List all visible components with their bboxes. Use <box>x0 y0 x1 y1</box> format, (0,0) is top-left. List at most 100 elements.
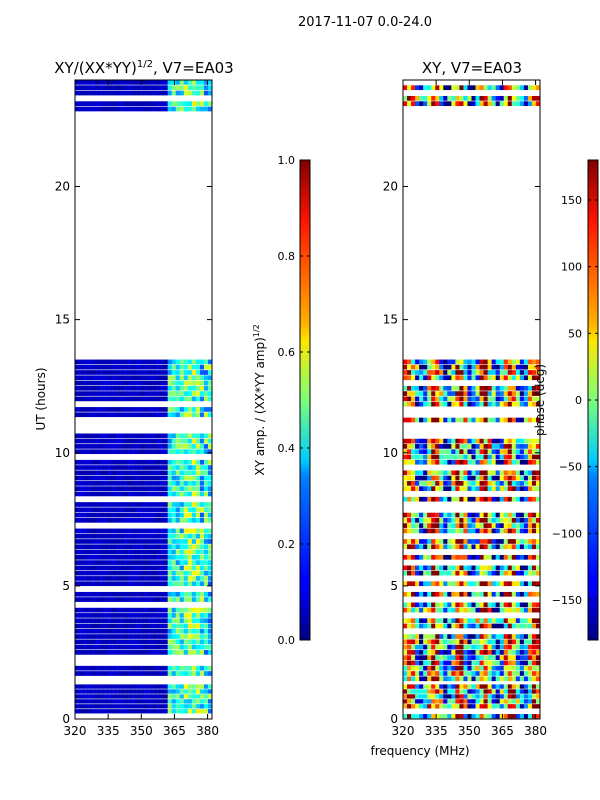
heatmap-cell <box>103 85 108 91</box>
heatmap-cell <box>179 570 185 576</box>
heatmap-cell <box>191 90 197 96</box>
heatmap-cell <box>87 597 92 602</box>
heatmap-cell <box>75 391 80 396</box>
heatmap-cell <box>523 396 529 402</box>
heatmap-cell <box>527 650 533 655</box>
heatmap-cell <box>151 481 156 486</box>
heatmap-cell <box>127 560 132 565</box>
heatmap-cell <box>87 518 92 523</box>
phase-plot-frame <box>402 79 541 720</box>
heatmap-cell <box>199 512 205 518</box>
heatmap-cell <box>111 470 116 476</box>
heatmap-cell <box>411 85 416 91</box>
heatmap-cell <box>171 623 177 629</box>
heatmap-cell <box>111 689 116 694</box>
heatmap-cell <box>467 644 472 650</box>
heatmap-cell <box>147 704 152 709</box>
heatmap-cell <box>123 491 128 497</box>
heatmap-cell <box>195 528 201 534</box>
heatmap-cell <box>187 581 193 587</box>
heatmap-cell <box>463 375 468 381</box>
heatmap-cell <box>123 80 128 85</box>
heatmap-cell <box>95 539 100 544</box>
heatmap-cell <box>183 634 189 639</box>
heatmap-cell <box>175 671 181 676</box>
y-tick-label: 20 <box>55 180 70 194</box>
heatmap-cell <box>207 385 213 391</box>
heatmap-cell <box>75 507 80 513</box>
heatmap-cell <box>531 459 537 465</box>
heatmap-cell <box>515 417 521 423</box>
heatmap-cell <box>147 613 152 618</box>
heatmap-cell <box>183 591 189 597</box>
heatmap-cell <box>511 459 517 465</box>
heatmap-cell <box>459 665 464 671</box>
heatmap-cell <box>451 618 456 624</box>
heatmap-cell <box>95 412 100 418</box>
heatmap-cell <box>427 676 432 682</box>
heatmap-cell <box>535 689 541 694</box>
heatmap-cell <box>535 544 541 550</box>
heatmap-cell <box>511 528 517 534</box>
heatmap-cell <box>187 618 193 624</box>
heatmap-cell <box>171 650 177 655</box>
heatmap-cell <box>179 465 185 470</box>
heatmap-cell <box>403 364 408 370</box>
heatmap-cell <box>499 591 505 597</box>
heatmap-cell <box>139 539 144 544</box>
heatmap-cell <box>523 85 529 91</box>
heatmap-cell <box>207 449 213 455</box>
heatmap-cell <box>459 618 464 624</box>
heatmap-cell <box>191 375 197 381</box>
heatmap-cell <box>495 565 501 571</box>
heatmap-cell <box>147 570 152 576</box>
heatmap-cell <box>91 699 96 704</box>
heatmap-cell <box>183 528 189 534</box>
heatmap-cell <box>503 655 509 660</box>
heatmap-cell <box>403 95 408 101</box>
heatmap-cell <box>87 470 92 476</box>
heatmap-cell <box>531 634 537 639</box>
heatmap-cell <box>535 391 541 396</box>
heatmap-cell <box>183 689 189 694</box>
heatmap-cell <box>511 370 517 375</box>
heatmap-cell <box>495 85 501 91</box>
heatmap-cell <box>419 660 424 666</box>
heatmap-cell <box>159 101 165 107</box>
heatmap-cell <box>199 544 205 550</box>
heatmap-cell <box>159 433 165 439</box>
heatmap-cell <box>519 512 525 518</box>
heatmap-cell <box>159 665 165 671</box>
heatmap-cell <box>199 80 205 85</box>
heatmap-cell <box>175 491 181 497</box>
heatmap-cell <box>135 475 140 481</box>
heatmap-cell <box>523 602 529 608</box>
heatmap-cell <box>407 671 412 676</box>
heatmap-cell <box>507 665 513 671</box>
heatmap-cell <box>163 709 169 714</box>
heatmap-cell <box>147 539 152 544</box>
heatmap-cell <box>519 486 525 491</box>
heatmap-cell <box>83 444 88 449</box>
heatmap-cell <box>527 375 533 381</box>
heatmap-cell <box>439 417 444 423</box>
heatmap-cell <box>131 459 136 465</box>
heatmap-cell <box>139 385 144 391</box>
heatmap-cell <box>87 639 92 645</box>
heatmap-cell <box>443 581 448 587</box>
heatmap-cell <box>175 597 181 602</box>
heatmap-cell <box>103 549 108 555</box>
heatmap-cell <box>155 438 161 444</box>
heatmap-cell <box>511 644 517 650</box>
heatmap-cell <box>419 655 424 660</box>
heatmap-cell <box>191 370 197 375</box>
heatmap-cell <box>83 644 88 650</box>
heatmap-cell <box>479 444 484 449</box>
heatmap-cell <box>115 507 120 513</box>
heatmap-cell <box>499 385 505 391</box>
heatmap-cell <box>523 704 529 709</box>
heatmap-cell <box>167 607 173 613</box>
heatmap-cell <box>455 665 460 671</box>
heatmap-cell <box>415 475 420 481</box>
heatmap-cell <box>431 401 436 407</box>
